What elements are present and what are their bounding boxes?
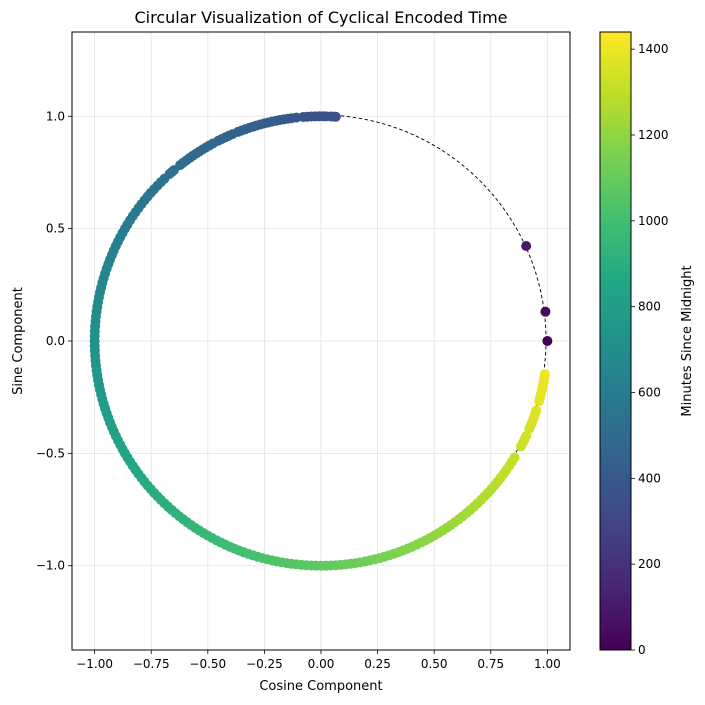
y-tick-label-0: −1.0 — [36, 559, 65, 573]
colorbar-ticks: 0 200 400 600 800 1000 1200 1400 — [631, 42, 669, 657]
x-tick-label-0: −1.00 — [76, 657, 113, 671]
colorbar-label: Minutes Since Midnight — [680, 265, 695, 416]
y-tick-label-2: 0.0 — [46, 334, 65, 348]
x-tick-label-8: 1.00 — [534, 657, 561, 671]
x-tick-label-3: −0.25 — [246, 657, 283, 671]
colorbar-tick-label-4: 800 — [638, 300, 661, 314]
x-axis-label: Cosine Component — [259, 679, 382, 694]
point-1 — [540, 306, 551, 317]
colorbar-tick-label-3: 600 — [638, 386, 661, 400]
y-axis-label: Sine Component — [11, 287, 26, 395]
points — [89, 111, 553, 571]
y-tick-label-3: 0.5 — [46, 222, 65, 236]
colorbar-tick-label-0: 0 — [638, 643, 646, 657]
chart-title: Circular Visualization of Cyclical Encod… — [134, 8, 507, 27]
x-tick-label-7: 0.75 — [477, 657, 504, 671]
x-tick-label-1: −0.75 — [133, 657, 170, 671]
colorbar-tick-label-2: 400 — [638, 471, 661, 485]
x-axis: −1.00 −0.75 −0.50 −0.25 0.00 0.25 0.50 0.75 1.00 — [76, 650, 561, 671]
colorbar-tick-label-5: 1000 — [638, 214, 669, 228]
y-axis: −1.0 −0.5 0.0 0.5 1.0 — [36, 109, 72, 573]
point-222 — [539, 369, 550, 380]
y-tick-label-4: 1.0 — [46, 109, 65, 123]
colorbar-tick-label-1: 200 — [638, 557, 661, 571]
colorbar-tick-label-6: 1200 — [638, 128, 669, 142]
colorbar — [599, 31, 632, 651]
point-2 — [521, 241, 532, 252]
x-tick-label-4: 0.00 — [308, 657, 335, 671]
x-tick-label-5: 0.25 — [364, 657, 391, 671]
y-tick-label-1: −0.5 — [36, 446, 65, 460]
point-0 — [542, 336, 553, 346]
colorbar-tick-label-7: 1400 — [638, 42, 669, 56]
x-tick-label-6: 0.50 — [421, 657, 448, 671]
point-214 — [531, 405, 542, 416]
x-tick-label-2: −0.50 — [189, 657, 226, 671]
point-204 — [509, 452, 520, 463]
